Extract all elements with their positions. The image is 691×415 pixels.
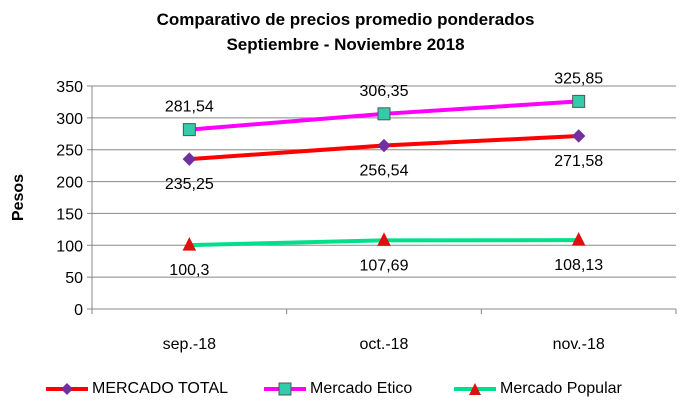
- y-tick-label: 200: [56, 175, 83, 192]
- legend-label-mercado-popular: Mercado Popular: [500, 380, 622, 397]
- legend-label-mercado-total: MERCADO TOTAL: [92, 380, 229, 397]
- data-point: [377, 138, 391, 153]
- data-label: 100,3: [169, 262, 209, 279]
- data-label: 235,25: [165, 176, 214, 193]
- legend-swatch-mercado-total: [46, 383, 88, 395]
- data-point: [571, 231, 586, 246]
- data-point: [377, 232, 391, 246]
- chart-subtitle: Septiembre - Noviembre 2018: [226, 35, 465, 54]
- y-axis-title: Pesos: [10, 174, 27, 221]
- data-label: 107,69: [360, 257, 409, 274]
- y-tick-label: 350: [56, 79, 83, 96]
- legend-swatch-mercado-etico: [264, 382, 306, 396]
- legend-marker-2: [469, 383, 481, 395]
- data-label: 256,54: [360, 163, 409, 180]
- chart-title: Comparativo de precios promedio ponderad…: [156, 10, 535, 29]
- data-label: 325,85: [554, 70, 603, 87]
- data-label: 271,58: [554, 153, 603, 170]
- y-tick-label: 100: [56, 238, 83, 255]
- data-point: [377, 107, 391, 121]
- line-chart: 0 50 100 150 200 250 300 350 sep.-18 oct.-18 nov.-…: [10, 70, 677, 353]
- y-tick-label: 250: [56, 143, 83, 160]
- legend-item-mercado-total: MERCADO TOTAL: [46, 380, 228, 398]
- data-point: [572, 94, 586, 108]
- x-tick-label: oct.-18: [360, 336, 409, 353]
- legend-marker-1: [278, 382, 292, 396]
- x-tick-label: sep.-18: [163, 336, 216, 353]
- legend-item-mercado-etico: Mercado Etico: [264, 380, 412, 398]
- data-label: 281,54: [165, 99, 214, 116]
- y-tick-label: 0: [74, 302, 83, 319]
- data-point: [571, 129, 586, 143]
- data-label: 108,13: [554, 257, 603, 274]
- y-tick-label: 300: [56, 111, 83, 128]
- legend-swatch-mercado-popular: [454, 383, 496, 395]
- data-point: [182, 123, 196, 137]
- y-tick-label: 150: [56, 206, 83, 223]
- legend-label-mercado-etico: Mercado Etico: [310, 380, 413, 397]
- x-tick-label: nov.-18: [553, 336, 605, 353]
- legend-marker-0: [61, 383, 73, 395]
- y-tick-label: 50: [65, 270, 83, 287]
- chart-legend: MERCADO TOTAL Mercado Etico Mercado Popu…: [0, 380, 691, 406]
- data-point: [182, 236, 197, 251]
- data-label: 306,35: [360, 83, 409, 100]
- data-point: [182, 152, 197, 166]
- legend-item-mercado-popular: Mercado Popular: [454, 380, 622, 398]
